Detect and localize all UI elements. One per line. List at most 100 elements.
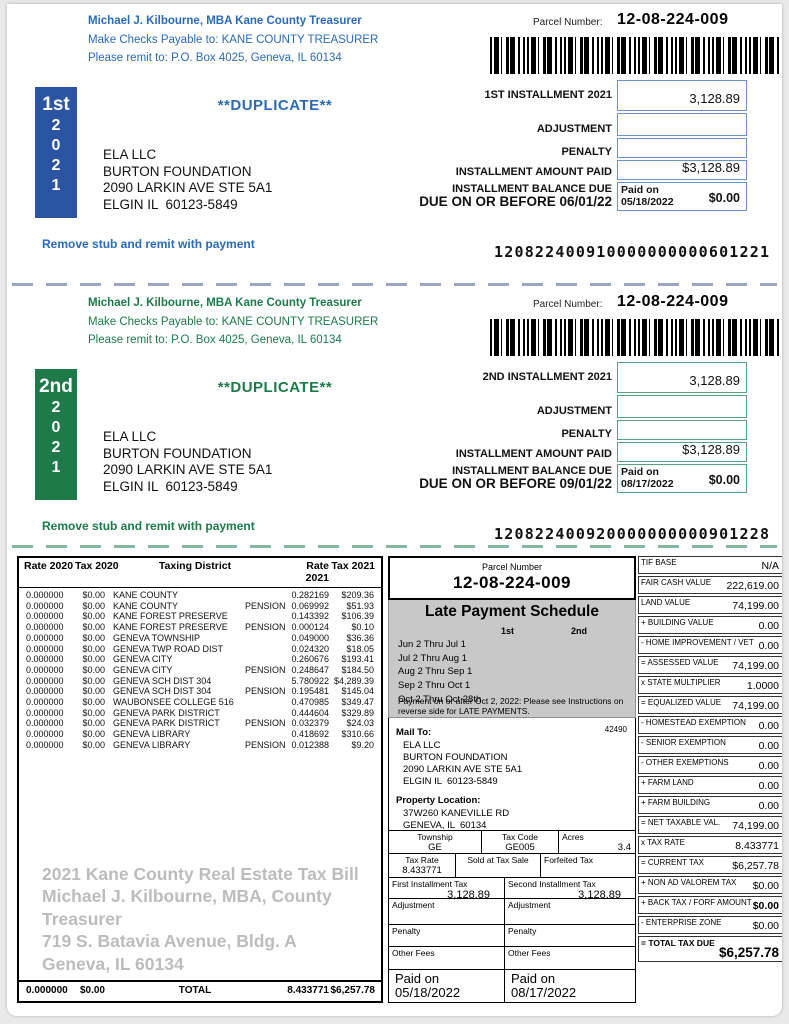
valuation-label: x STATE MULTIPLIER: [641, 678, 721, 687]
valuation-item-net-taxable: = NET TAXABLE VAL. 74,199.00: [638, 816, 782, 834]
valuation-label: LAND VALUE: [641, 598, 691, 607]
township-cell: Township GE: [389, 831, 482, 853]
tax-2021-cell: $329.89: [341, 707, 374, 718]
tax-2020-cell: $0.00: [82, 686, 105, 697]
year-digit: 1: [51, 177, 61, 194]
paid-on-date: 08/17/2022: [621, 478, 674, 490]
acres-value: 3.4: [617, 842, 631, 853]
valuation-item-farm-building: + FARM BUILDING 0.00: [638, 796, 782, 814]
tax-2021-cell: $184.50: [341, 664, 374, 675]
total-tax-2021: $6,257.78: [330, 985, 376, 996]
balance-due-label: INSTALLMENT BALANCE DUE: [452, 465, 612, 477]
other-fees-cell-1: Other Fees: [389, 947, 505, 969]
tax-rate-cell: Tax Rate 8.433771: [389, 854, 456, 877]
address-line: 2090 LARKIN AVE STE 5A1: [403, 764, 523, 775]
late-col-first: 1st: [501, 626, 515, 636]
rate-2020-cell: 0.000000: [26, 697, 64, 708]
table-row: 0.000000 $0.00 GENEVA TOWNSHIP 0.049000 …: [19, 633, 381, 644]
rate-2021-cell: 0.195481: [291, 686, 329, 697]
header-tax-2021: Tax 2021: [331, 560, 375, 572]
valuation-label: TIF BASE: [641, 558, 677, 567]
installment-amount-value: 3,128.89: [689, 373, 740, 388]
forfeited-tax-label: Forfeited Tax: [544, 855, 593, 865]
rate-2021-cell: 0.024320: [291, 643, 329, 654]
pension-cell: [243, 654, 285, 665]
second-installment-cell: Second Installment Tax 3,128.89: [505, 878, 635, 901]
penalty-box: [617, 138, 747, 158]
table-row: 0.000000 $0.00 KANE FOREST PRESERVE 0.14…: [19, 611, 381, 622]
tax-detail-grid: Township GE Tax Code GE005 Acres 3.4 Tax…: [388, 831, 636, 1003]
address-line: ELA LLC: [103, 147, 157, 162]
valuation-item-building-value: + BUILDING VALUE 0.00: [638, 616, 782, 634]
adjustment-label: ADJUSTMENT: [536, 123, 612, 135]
tax-rate-table: Rate 2020 Tax 2020 Taxing District Rate …: [17, 556, 383, 1003]
tax-2021-cell: $145.04: [341, 686, 374, 697]
parcel-number-panel: Parcel Number 12-08-224-009: [388, 556, 636, 600]
tax-code-label: Tax Code: [502, 832, 538, 842]
paid-on-label: Paid on: [511, 971, 556, 986]
installment-year-badge: 2nd 2 0 2 1: [35, 369, 77, 500]
tax-2021-cell: $9.20: [351, 739, 374, 750]
watermark-line: Geneva, IL 60134: [42, 953, 184, 974]
header-taxing-district: Taxing District: [158, 560, 232, 572]
tax-2021-cell: $24.03: [346, 718, 374, 729]
late-period-line: Sep 2 Thru Oct 1: [398, 680, 471, 692]
installment-year-badge: 1st 2 0 2 1: [35, 87, 77, 218]
installment-amount-label: 2ND INSTALLMENT 2021: [482, 371, 612, 383]
paid-on-label: Paid on: [395, 971, 440, 986]
first-installment-cell: First Installment Tax 3,128.89: [389, 878, 505, 901]
amount-paid-box: $3,128.89: [617, 442, 747, 462]
mailing-address: ELA LLC BURTON FOUNDATION 2090 LARKIN AV…: [103, 429, 272, 495]
valuation-item-other-exemptions: - OTHER EXEMPTIONS 0.00: [638, 756, 782, 774]
valuation-item-back-tax: + BACK TAX / FORF AMOUNT $0.00: [638, 896, 782, 914]
pension-cell: [243, 729, 285, 740]
penalty-box: [617, 420, 747, 440]
center-panel: Parcel Number 12-08-224-009 Late Payment…: [388, 556, 636, 1003]
installment-amount-box: 3,128.89: [617, 362, 747, 393]
valuation-value: 74,199.00: [732, 700, 779, 712]
rate-2020-cell: 0.000000: [26, 707, 64, 718]
rate-2020-cell: 0.000000: [26, 729, 64, 740]
year-digit: 1: [51, 459, 61, 476]
tax-2020-cell: $0.00: [82, 739, 105, 750]
total-label: TOTAL: [178, 985, 212, 996]
tax-2021-cell: $106.39: [341, 611, 374, 622]
rate-2020-cell: 0.000000: [26, 622, 64, 633]
valuation-label: + FARM BUILDING: [641, 798, 711, 807]
district-cell: WAUBONSEE COLLEGE 516: [113, 697, 234, 708]
valuation-item-farm-land: + FARM LAND 0.00: [638, 776, 782, 794]
valuation-item-state-multiplier: x STATE MULTIPLIER 1.0000: [638, 676, 782, 694]
table-row: 0.000000 $0.00 KANE COUNTY PENSION 0.069…: [19, 601, 381, 612]
adjustment-label: ADJUSTMENT: [536, 405, 612, 417]
tax-table-total-row: 0.000000 $0.00 TOTAL 8.433771 $6,257.78: [19, 980, 381, 1001]
first-installment-value: 3,128.89: [447, 889, 490, 901]
penalty-label: Penalty: [508, 926, 537, 936]
address-line: BURTON FOUNDATION: [103, 445, 252, 461]
balance-value: $0.00: [708, 191, 740, 205]
tax-2021-cell: $51.93: [346, 600, 374, 611]
pension-cell: [243, 644, 285, 655]
pension-cell: PENSION: [245, 686, 286, 697]
district-cell: GENEVA CITY: [113, 664, 173, 675]
late-period-line: Oct 2 Thru Oct 28th: [398, 693, 482, 705]
tax-2020-cell: $0.00: [82, 590, 105, 600]
valuation-value: $0.00: [752, 920, 779, 932]
valuation-item-assessed-value: = ASSESSED VALUE 74,199.00: [638, 656, 782, 674]
tax-2021-cell: $349.47: [341, 697, 374, 708]
township-row: Township GE Tax Code GE005 Acres 3.4: [389, 831, 635, 854]
watermark-line: 2021 Kane County Real Estate Tax Bill: [42, 863, 359, 884]
penalty-cell-1: Penalty: [389, 925, 505, 946]
year-digit: 2: [51, 439, 61, 456]
district-cell: GENEVA TOWNSHIP: [113, 632, 201, 643]
property-location-address: 37W260 KANEVILLE RD GENEVA, IL 60134: [403, 808, 509, 831]
valuation-label: x TAX RATE: [641, 838, 686, 847]
stub-divider: [12, 283, 777, 286]
valuation-item-total-tax-due: = TOTAL TAX DUE $6,257.78: [638, 936, 782, 962]
tax-2020-cell: $0.00: [82, 622, 105, 633]
valuation-value: N/A: [761, 560, 779, 572]
pension-cell: PENSION: [245, 718, 286, 729]
valuation-item-equalized-value: = EQUALIZED VALUE 74,199.00: [638, 696, 782, 714]
rate-2021-cell: 0.069992: [291, 600, 329, 611]
adjustment-cell-1: Adjustment: [389, 899, 505, 924]
township-value: GE: [428, 842, 442, 853]
